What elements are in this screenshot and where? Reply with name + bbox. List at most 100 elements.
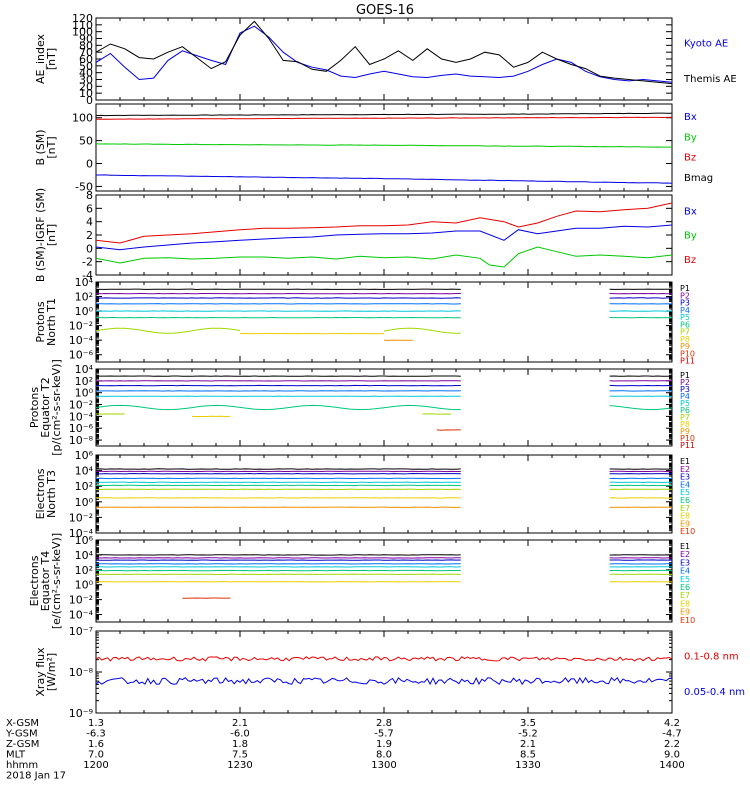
legend-entry: P11 [680,357,695,366]
y-tick-label: 120 [72,12,93,25]
series-0-1-0-8-nm [96,657,672,661]
series-kyoto-ae [96,26,672,82]
x-row-value: 9.0 [664,750,680,761]
x-row-value: 1200 [83,760,108,771]
y-tick-label: 10⁴ [75,549,94,562]
x-row-value: -4.7 [662,729,682,740]
legend-entry: E10 [680,616,695,625]
panel-frame [96,540,672,622]
y-axis-label: [e/(cm²-s-sr-keV)] [50,533,63,629]
legend-entry: Bmag [684,173,713,184]
y-tick-label: 10⁰ [75,496,94,509]
x-row-value: 1230 [227,760,252,771]
y-axis-label: [W/m²] [45,653,58,691]
x-row-value: 8.0 [376,750,392,761]
y-tick-label: 10⁻⁶ [69,349,94,362]
panel-frame [96,195,672,275]
y-axis-label: [nT] [45,136,58,158]
y-tick-label: 10² [75,480,93,493]
y-tick-label: 10⁴ [75,465,94,478]
x-row-value: -6.3 [86,729,106,740]
x-row-value: 1.9 [376,739,392,750]
series-group [96,376,672,430]
panel-frame [96,631,672,713]
series-group [96,203,672,267]
x-row-value: 1.3 [88,718,104,729]
x-row-name: Y-GSM [5,729,38,740]
y-tick-label: 10⁰ [75,305,94,318]
series-group [96,21,672,83]
y-tick-label: 10⁻⁸ [69,666,94,679]
series-bz [96,117,672,119]
y-tick-label: 10⁻⁷ [69,625,93,638]
x-row-value: 1.8 [232,739,248,750]
y-tick-label: 10⁰ [75,579,94,592]
y-tick-label: 10⁻⁴ [69,334,94,347]
x-row-value: 1300 [371,760,396,771]
y-tick-label: 10⁶ [75,534,94,547]
panel-frame [96,455,672,533]
x-row-value: -5.7 [374,729,394,740]
panel-ae: 0102030405060708090100110120AE_index[nT]… [34,12,737,107]
y-tick-label: 10⁻² [69,594,93,607]
series-0-05-0-4-nm [96,678,672,685]
y-axis-label: [nT] [45,224,58,246]
y-tick-label: 10⁻⁸ [69,434,94,447]
series-p7 [96,328,240,333]
date-label: 2018 Jan 17 [6,771,66,782]
series-group [96,469,672,508]
series-group [96,113,672,183]
legend-entry: 0.1-0.8 nm [684,652,739,663]
x-row-value: 7.0 [88,750,104,761]
x-row-value: 1.6 [88,739,104,750]
y-tick-label: 10⁻² [69,511,93,524]
x-row-name: X-GSM [6,718,39,729]
y-tick-label: 10⁻⁴ [69,609,94,622]
legend-entry: Bz [684,255,696,266]
y-tick-label: 8 [86,189,93,202]
x-row-value: 4.2 [664,718,680,729]
series-group [96,657,672,685]
panel-frame [96,104,672,191]
x-row-value: 3.5 [520,718,536,729]
x-row-value: 2.1 [232,718,248,729]
legend-entry: By [684,132,697,143]
series-p7 [384,328,461,333]
y-tick-label: 100 [72,112,93,125]
series-by [96,247,672,267]
series-group [96,289,672,340]
x-row-value: 8.5 [520,750,536,761]
y-tick-label: 0 [86,158,93,171]
y-tick-label: -2 [82,256,93,269]
legend-entry: Kyoto AE [684,39,728,50]
x-row-value: 7.5 [232,750,248,761]
y-tick-label: 10⁴ [75,276,94,289]
y-tick-label: 0 [86,242,93,255]
y-axis-label: [p/(cm²-s-sr-keV)] [50,359,63,456]
series-bx [96,175,672,183]
legend-entry: By [684,231,697,242]
x-row-value: 1400 [659,760,684,771]
y-tick-label: 6 [86,202,93,215]
x-row-value: -5.2 [518,729,538,740]
y-axis-label: North T3 [45,470,58,518]
series-p6 [610,406,672,410]
x-row-value: 2.2 [664,739,680,750]
y-tick-label: 2 [86,229,93,242]
y-tick-label: 10⁶ [75,449,94,462]
y-tick-label: 10² [75,291,93,304]
x-row-value: 1330 [515,760,540,771]
legend-entry: Bz [684,153,696,164]
y-tick-label: 10² [75,564,93,577]
series-bmag [96,113,672,116]
legend-entry: Bx [684,112,697,123]
legend-entry: E10 [680,527,695,536]
y-tick-label: 50 [79,135,93,148]
x-row-name: hhmm [6,760,38,771]
